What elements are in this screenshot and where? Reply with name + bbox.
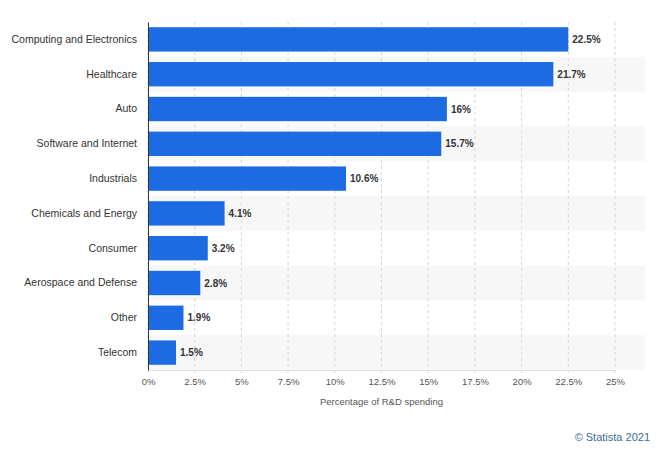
row-stripe [148, 196, 645, 231]
bar [148, 27, 568, 51]
y-tick: Software and Internet [37, 137, 148, 149]
source-credit: © Statista 2021 [575, 431, 650, 443]
bar [148, 132, 441, 156]
x-tick-label: 0% [142, 376, 156, 387]
y-tick: Aerospace and Defense [24, 276, 148, 288]
row-stripe [148, 266, 645, 301]
y-tick: Computing and Electronics [12, 33, 148, 45]
grid-line [148, 22, 149, 376]
bar [148, 306, 183, 330]
row-stripe [148, 335, 645, 370]
x-tick-label: 15% [419, 376, 439, 387]
y-tick: Telecom [98, 346, 148, 358]
bar [148, 97, 447, 121]
bar [148, 62, 553, 86]
data-label: 1.9% [187, 312, 210, 323]
data-label: 15.7% [445, 138, 473, 149]
x-tick: 15% [419, 370, 439, 387]
y-tick: Chemicals and Energy [31, 207, 148, 219]
x-tick-label: 2.5% [184, 376, 206, 387]
grid-line [615, 22, 616, 376]
x-tick-label: 12.5% [369, 376, 396, 387]
data-label: 4.1% [229, 208, 252, 219]
y-axis: Computing and Electronics Healthcare Auto S… [12, 23, 149, 371]
y-tick-label: Computing and Electronics [12, 33, 137, 45]
plot: 22.5% 21.7% 16% 15.7% 10.6% 4.1% 3.2% 2.8% 1.9% 1… [12, 22, 645, 387]
y-tick: Healthcare [86, 68, 148, 80]
grid [148, 22, 615, 376]
row-stripes [148, 57, 645, 370]
y-tick-label: Healthcare [86, 68, 137, 80]
y-tick: Auto [115, 102, 148, 114]
y-tick-label: Telecom [98, 346, 137, 358]
y-tick-label: Auto [115, 102, 137, 114]
x-tick: 0% [142, 370, 156, 387]
x-axis-title: Percentage of R&D spending [320, 396, 443, 407]
row-stripe [148, 57, 645, 92]
x-tick: 20% [513, 370, 533, 387]
x-tick: 10% [326, 370, 346, 387]
data-label: 22.5% [572, 34, 600, 45]
chart: 22.5% 21.7% 16% 15.7% 10.6% 4.1% 3.2% 2.8% 1.9% 1… [0, 0, 656, 451]
y-tick-label: Software and Internet [37, 137, 137, 149]
x-tick: 17.5% [462, 370, 489, 387]
data-label: 3.2% [212, 243, 235, 254]
y-tick-label: Chemicals and Energy [31, 207, 137, 219]
y-axis-line [148, 23, 149, 371]
data-label: 1.5% [180, 347, 203, 358]
x-tick-label: 17.5% [462, 376, 489, 387]
bar [148, 271, 200, 295]
y-tick: Consumer [89, 242, 148, 254]
bars [148, 27, 568, 365]
bar [148, 236, 208, 260]
y-tick-label: Consumer [89, 242, 138, 254]
x-tick-label: 22.5% [555, 376, 582, 387]
data-label: 21.7% [557, 69, 585, 80]
y-tick: Other [111, 311, 148, 323]
x-tick: 5% [235, 370, 249, 387]
y-tick: Industrials [89, 172, 148, 184]
x-tick-label: 5% [235, 376, 249, 387]
x-tick: 22.5% [555, 370, 582, 387]
bar [148, 201, 225, 225]
x-tick: 2.5% [184, 370, 206, 387]
x-tick-label: 25% [606, 376, 626, 387]
x-axis-line [149, 370, 616, 371]
x-tick: 12.5% [369, 370, 396, 387]
data-label: 10.6% [350, 173, 378, 184]
data-labels: 22.5% 21.7% 16% 15.7% 10.6% 4.1% 3.2% 2.8% 1.9% 1… [180, 34, 601, 358]
row-stripe [148, 126, 645, 161]
bar [148, 340, 176, 364]
bar [148, 166, 346, 190]
x-tick-label: 20% [513, 376, 533, 387]
x-tick-label: 10% [326, 376, 346, 387]
y-tick-label: Aerospace and Defense [24, 276, 137, 288]
x-tick: 25% [606, 370, 626, 387]
y-tick-label: Industrials [89, 172, 137, 184]
x-axis: 0% 2.5% 5% 7.5% 10% 12.5% 15% 17.5% 20% 22.5% 25% [142, 370, 626, 387]
data-label: 16% [451, 104, 471, 115]
data-label: 2.8% [204, 278, 227, 289]
x-tick: 7.5% [278, 370, 300, 387]
x-tick-label: 7.5% [278, 376, 300, 387]
y-tick-label: Other [111, 311, 138, 323]
